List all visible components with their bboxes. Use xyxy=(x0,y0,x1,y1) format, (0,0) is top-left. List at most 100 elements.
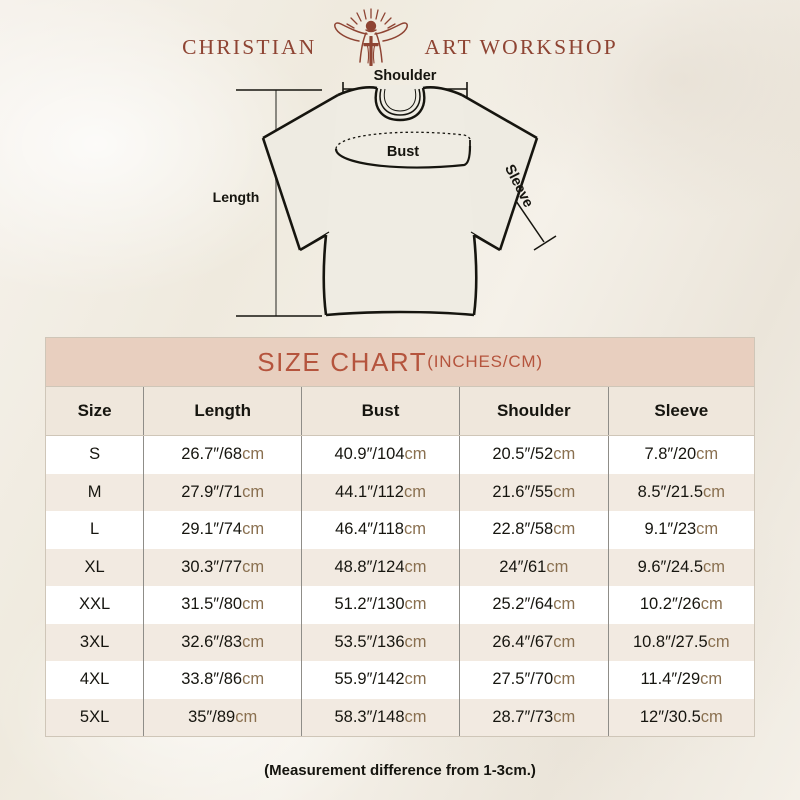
value-inches: 44.1″/112 xyxy=(335,482,404,501)
cell-bust: 48.8″/124cm xyxy=(301,548,460,586)
value-inches: 27.5″/70 xyxy=(492,670,554,689)
cell-length: 35″/89cm xyxy=(143,698,303,736)
value-inches: 48.8″/124 xyxy=(334,557,405,576)
cell-sleeve: 12″/30.5cm xyxy=(608,699,754,737)
value-cm-unit: cm xyxy=(242,445,265,464)
column-header-sleeve: Sleeve xyxy=(608,387,754,436)
cell-size: L xyxy=(46,511,145,549)
value-cm-unit: cm xyxy=(703,557,726,576)
cell-size: 5XL xyxy=(46,698,145,736)
value-cm-unit: cm xyxy=(242,482,265,501)
value-cm-unit: cm xyxy=(235,707,258,726)
cell-length: 26.7″/68cm xyxy=(143,435,303,474)
table-row: 5XL 35″/89cm 58.3″/148cm 28.7″/73cm 12″/30.5… xyxy=(46,698,754,737)
cell-length: 29.1″/74cm xyxy=(143,511,303,549)
tshirt-measurement-diagram: Shoulder Bust Sleeve Length xyxy=(0,60,800,335)
value-cm-unit: cm xyxy=(403,520,426,539)
value-inches: 55.9″/142 xyxy=(334,670,405,689)
value-inches: 28.7″/73 xyxy=(492,707,554,726)
cell-bust: 53.5″/136cm xyxy=(301,623,460,661)
cell-length: 30.3″/77cm xyxy=(143,548,303,586)
value-inches: 9.1″/23 xyxy=(644,520,697,539)
value-cm-unit: cm xyxy=(242,670,265,689)
value-cm-unit: cm xyxy=(700,595,723,614)
label-bust: Bust xyxy=(387,144,419,160)
cell-shoulder: 26.4″/67cm xyxy=(459,623,609,661)
value-inches: 24″/61 xyxy=(499,557,547,576)
cell-bust: 40.9″/104cm xyxy=(301,435,460,474)
value-inches: 26.4″/67 xyxy=(492,632,554,651)
value-inches: 20.5″/52 xyxy=(492,445,554,464)
cell-length: 33.8″/86cm xyxy=(143,661,303,699)
cell-shoulder: 25.2″/64cm xyxy=(459,586,609,624)
value-inches: 30.3″/77 xyxy=(181,557,243,576)
cell-size: XL xyxy=(46,548,145,586)
cell-sleeve: 9.6″/24.5cm xyxy=(608,549,754,587)
cell-sleeve: 9.1″/23cm xyxy=(608,511,754,549)
value-cm-unit: cm xyxy=(242,595,265,614)
table-row: XL 30.3″/77cm 48.8″/124cm 24″/61cm 9.6″/24.5… xyxy=(46,548,754,587)
table-row: M 27.9″/71cm 44.1″/112cm 21.6″/55cm 8.5″/21.… xyxy=(46,473,754,511)
cell-length: 31.5″/80cm xyxy=(143,586,303,624)
cell-bust: 58.3″/148cm xyxy=(301,698,460,736)
value-inches: 31.5″/80 xyxy=(181,595,243,614)
brand-word-left: CHRISTIAN xyxy=(182,34,317,59)
value-cm-unit: cm xyxy=(404,632,427,651)
value-cm-unit: cm xyxy=(700,670,723,689)
value-cm-unit: cm xyxy=(403,482,426,501)
table-row: L 29.1″/74cm 46.4″/118cm 22.8″/58cm 9.1″/23c… xyxy=(46,511,754,549)
value-inches: 25.2″/64 xyxy=(492,595,554,614)
value-inches: 33.8″/86 xyxy=(181,670,243,689)
cell-shoulder: 20.5″/52cm xyxy=(459,435,609,474)
value-cm-unit: cm xyxy=(553,670,576,689)
cell-shoulder: 21.6″/55cm xyxy=(459,473,609,511)
value-cm-unit: cm xyxy=(404,707,427,726)
brand-word-right: ART WORKSHOP xyxy=(424,34,618,59)
label-shoulder: Shoulder xyxy=(374,68,437,84)
cell-length: 32.6″/83cm xyxy=(143,623,303,661)
value-cm-unit: cm xyxy=(707,632,730,651)
value-inches: 51.2″/130 xyxy=(334,595,405,614)
column-header-shoulder: Shoulder xyxy=(459,387,609,436)
column-header-bust: Bust xyxy=(301,387,460,436)
label-length: Length xyxy=(213,189,260,205)
size-chart-title-band: SIZE CHART (INCHES/CM) xyxy=(46,338,754,387)
measurement-note: (Measurement difference from 1-3cm.) xyxy=(264,762,536,779)
value-inches: 22.8″/58 xyxy=(492,520,554,539)
value-inches: 26.7″/68 xyxy=(181,445,243,464)
cell-size: 4XL xyxy=(46,661,145,699)
risen-christ-cross-icon xyxy=(333,8,408,66)
value-inches: 29.1″/74 xyxy=(181,520,243,539)
table-row: 3XL 32.6″/83cm 53.5″/136cm 26.4″/67cm 10.8″/… xyxy=(46,623,754,662)
value-cm-unit: cm xyxy=(553,632,576,651)
cell-length: 27.9″/71cm xyxy=(143,473,303,511)
value-inches: 46.4″/118 xyxy=(335,520,404,539)
value-cm-unit: cm xyxy=(696,520,719,539)
cell-shoulder: 24″/61cm xyxy=(459,548,609,586)
column-header-size: Size xyxy=(46,387,145,436)
cell-size: S xyxy=(46,435,145,474)
table-row: 4XL 33.8″/86cm 55.9″/142cm 27.5″/70cm 11.4″/… xyxy=(46,661,754,699)
table-row: S 26.7″/68cm 40.9″/104cm 20.5″/52cm 7.8″/20c… xyxy=(46,435,754,474)
cell-sleeve: 10.8″/27.5cm xyxy=(608,624,754,662)
value-cm-unit: cm xyxy=(404,670,427,689)
table-row: XXL 31.5″/80cm 51.2″/130cm 25.2″/64cm 10.2″/… xyxy=(46,586,754,624)
value-inches: 10.8″/27.5 xyxy=(632,632,708,651)
cell-bust: 44.1″/112cm xyxy=(301,473,460,511)
value-inches: 35″/89 xyxy=(188,707,236,726)
value-inches: 53.5″/136 xyxy=(334,632,405,651)
value-cm-unit: cm xyxy=(700,707,723,726)
cell-bust: 46.4″/118cm xyxy=(301,511,460,549)
value-cm-unit: cm xyxy=(404,557,427,576)
cell-size: M xyxy=(46,473,145,511)
value-inches: 40.9″/104 xyxy=(334,445,405,464)
column-header-length: Length xyxy=(143,387,303,436)
tshirt-outline xyxy=(261,85,539,317)
value-inches: 11.4″/29 xyxy=(640,670,701,689)
value-cm-unit: cm xyxy=(553,520,576,539)
value-cm-unit: cm xyxy=(404,595,427,614)
cell-shoulder: 27.5″/70cm xyxy=(459,661,609,699)
value-inches: 10.2″/26 xyxy=(639,595,701,614)
value-inches: 9.6″/24.5 xyxy=(637,557,704,576)
value-inches: 32.6″/83 xyxy=(181,632,243,651)
